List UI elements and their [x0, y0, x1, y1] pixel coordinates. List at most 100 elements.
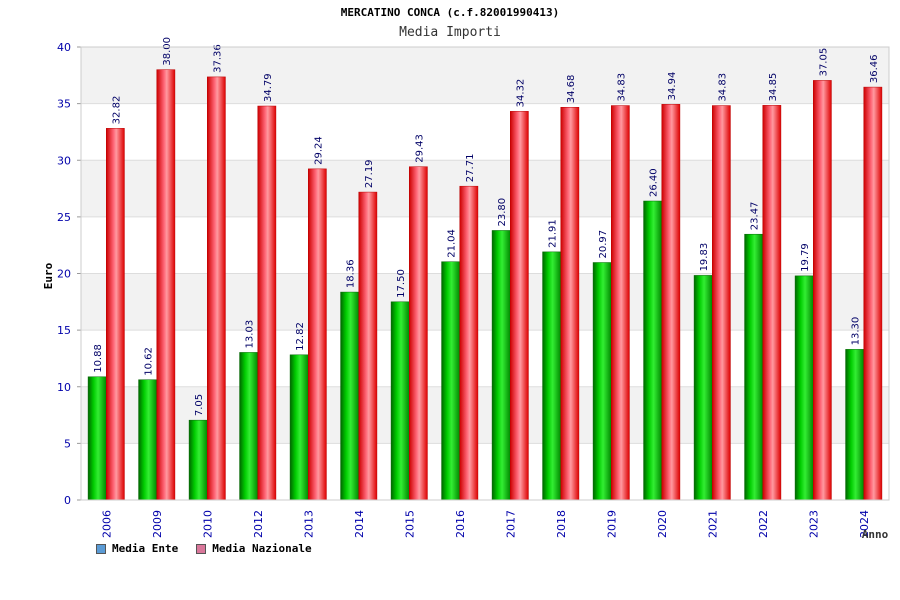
- x-tick-label: 2024: [858, 510, 871, 538]
- axes: 0 5 10 15 20 25 30 35 40 2006 2009 2010 2012 2013 2014…: [57, 41, 890, 538]
- x-tick-label: 2023: [807, 510, 820, 538]
- data-label: 12.82: [295, 322, 306, 351]
- data-label: 34.83: [616, 73, 627, 102]
- data-label: 29.43: [414, 134, 425, 163]
- bar-media-ente: [643, 200, 663, 501]
- bar-media-ente: [592, 262, 612, 501]
- data-label: 32.82: [111, 96, 122, 125]
- x-tick-label: 2017: [504, 510, 517, 538]
- bar-media-ente: [188, 419, 208, 501]
- plot-border: [80, 46, 890, 501]
- bar-media-nazionale: [762, 105, 782, 501]
- bar-media-ente: [794, 275, 814, 501]
- bar-media-ente: [845, 349, 865, 501]
- legend-label-nazionale: Media Nazionale: [212, 542, 312, 555]
- data-label: 34.94: [667, 72, 678, 101]
- data-label: 34.32: [515, 79, 526, 108]
- bar-media-nazionale: [712, 105, 731, 501]
- bar-media-ente: [87, 376, 107, 501]
- bar-media-ente: [744, 233, 764, 501]
- data-label: 36.46: [869, 54, 880, 83]
- bar-media-nazionale: [308, 168, 327, 501]
- x-tick-label: 2018: [555, 510, 568, 538]
- bar-media-ente: [693, 275, 713, 501]
- data-label: 27.71: [465, 154, 476, 183]
- x-tick-label: 2015: [403, 510, 416, 538]
- data-label: 29.24: [313, 136, 324, 165]
- data-label: 37.05: [818, 48, 829, 77]
- bar-media-nazionale: [257, 105, 277, 501]
- data-label: 18.36: [346, 259, 357, 288]
- y-tick-label: 25: [57, 211, 71, 224]
- data-label: 34.85: [768, 73, 779, 102]
- legend-item-nazionale: Media Nazionale: [196, 542, 312, 555]
- legend-swatch-ente: [96, 543, 106, 554]
- x-axis-label: Anno: [862, 528, 889, 541]
- x-tick-label: 2022: [757, 510, 770, 538]
- x-tick-label: 2009: [151, 510, 164, 538]
- x-tick-label: 2020: [656, 510, 669, 538]
- bar-media-ente: [542, 251, 562, 501]
- data-label: 10.88: [93, 344, 104, 373]
- bar-media-ente: [491, 230, 511, 501]
- data-label: 20.97: [598, 230, 609, 259]
- y-tick-label: 5: [64, 437, 71, 450]
- data-label: 38.00: [162, 37, 173, 66]
- bar-media-ente: [390, 301, 410, 501]
- chart-title: MERCATINO CONCA (c.f.82001990413): [340, 6, 560, 19]
- data-label: 7.05: [194, 394, 205, 416]
- x-tick-label: 2006: [100, 510, 113, 538]
- legend-label-ente: Media Ente: [112, 542, 179, 555]
- bar-media-ente: [239, 352, 259, 501]
- data-label: 13.03: [245, 320, 256, 349]
- data-label: 23.47: [750, 202, 761, 231]
- y-tick-label: 10: [57, 381, 71, 394]
- chart-subtitle: Media Importi: [399, 25, 501, 40]
- bar-media-nazionale: [611, 105, 630, 501]
- bar-media-nazionale: [510, 111, 529, 501]
- y-tick-label: 20: [57, 268, 71, 281]
- bar-media-ente: [138, 379, 158, 501]
- data-label: 34.79: [263, 73, 274, 102]
- x-tick-label: 2014: [353, 510, 366, 538]
- bar-media-nazionale: [459, 185, 479, 501]
- data-label: 34.68: [566, 75, 577, 104]
- bar-media-nazionale: [813, 80, 832, 501]
- bars-group: 10.88 32.82 10.62 38.00 7.05 37.36 13.03 34.79 1…: [87, 37, 883, 501]
- x-tick-label: 2021: [706, 510, 719, 538]
- bar-media-nazionale: [409, 166, 428, 501]
- data-label: 21.91: [548, 219, 559, 248]
- legend-swatch-nazionale: [196, 543, 207, 554]
- data-label: 19.79: [800, 243, 811, 272]
- x-tick-label: 2013: [302, 510, 315, 538]
- y-axis-label: Euro: [42, 262, 55, 289]
- data-label: 23.80: [497, 198, 508, 227]
- y-tick-label: 30: [57, 154, 71, 167]
- bar-media-nazionale: [661, 104, 681, 501]
- bar-media-ente: [340, 291, 360, 501]
- data-label: 19.83: [699, 243, 710, 272]
- x-tick-label: 2019: [605, 510, 618, 538]
- bar-media-ente: [441, 261, 461, 501]
- legend-item-ente: Media Ente: [96, 542, 178, 555]
- y-tick-label: 0: [64, 494, 71, 507]
- x-tick-label: 2016: [454, 510, 467, 538]
- data-label: 10.62: [144, 347, 155, 376]
- x-tick-label: 2012: [252, 510, 265, 538]
- legend: Media Ente Media Nazionale: [96, 542, 312, 555]
- bar-media-nazionale: [358, 191, 378, 501]
- data-label: 37.36: [212, 44, 223, 73]
- x-tick-label: 2010: [201, 510, 214, 538]
- bar-media-nazionale: [106, 128, 125, 501]
- bar-media-nazionale: [863, 86, 883, 501]
- bar-media-ente: [289, 354, 309, 501]
- bar-media-nazionale: [560, 106, 580, 501]
- y-tick-label: 15: [57, 324, 71, 337]
- y-tick-label: 40: [57, 41, 71, 54]
- data-label: 34.83: [717, 73, 728, 102]
- data-label: 13.30: [851, 317, 862, 346]
- data-label: 21.04: [447, 229, 458, 258]
- bar-media-nazionale: [156, 69, 176, 501]
- data-label: 17.50: [396, 269, 407, 298]
